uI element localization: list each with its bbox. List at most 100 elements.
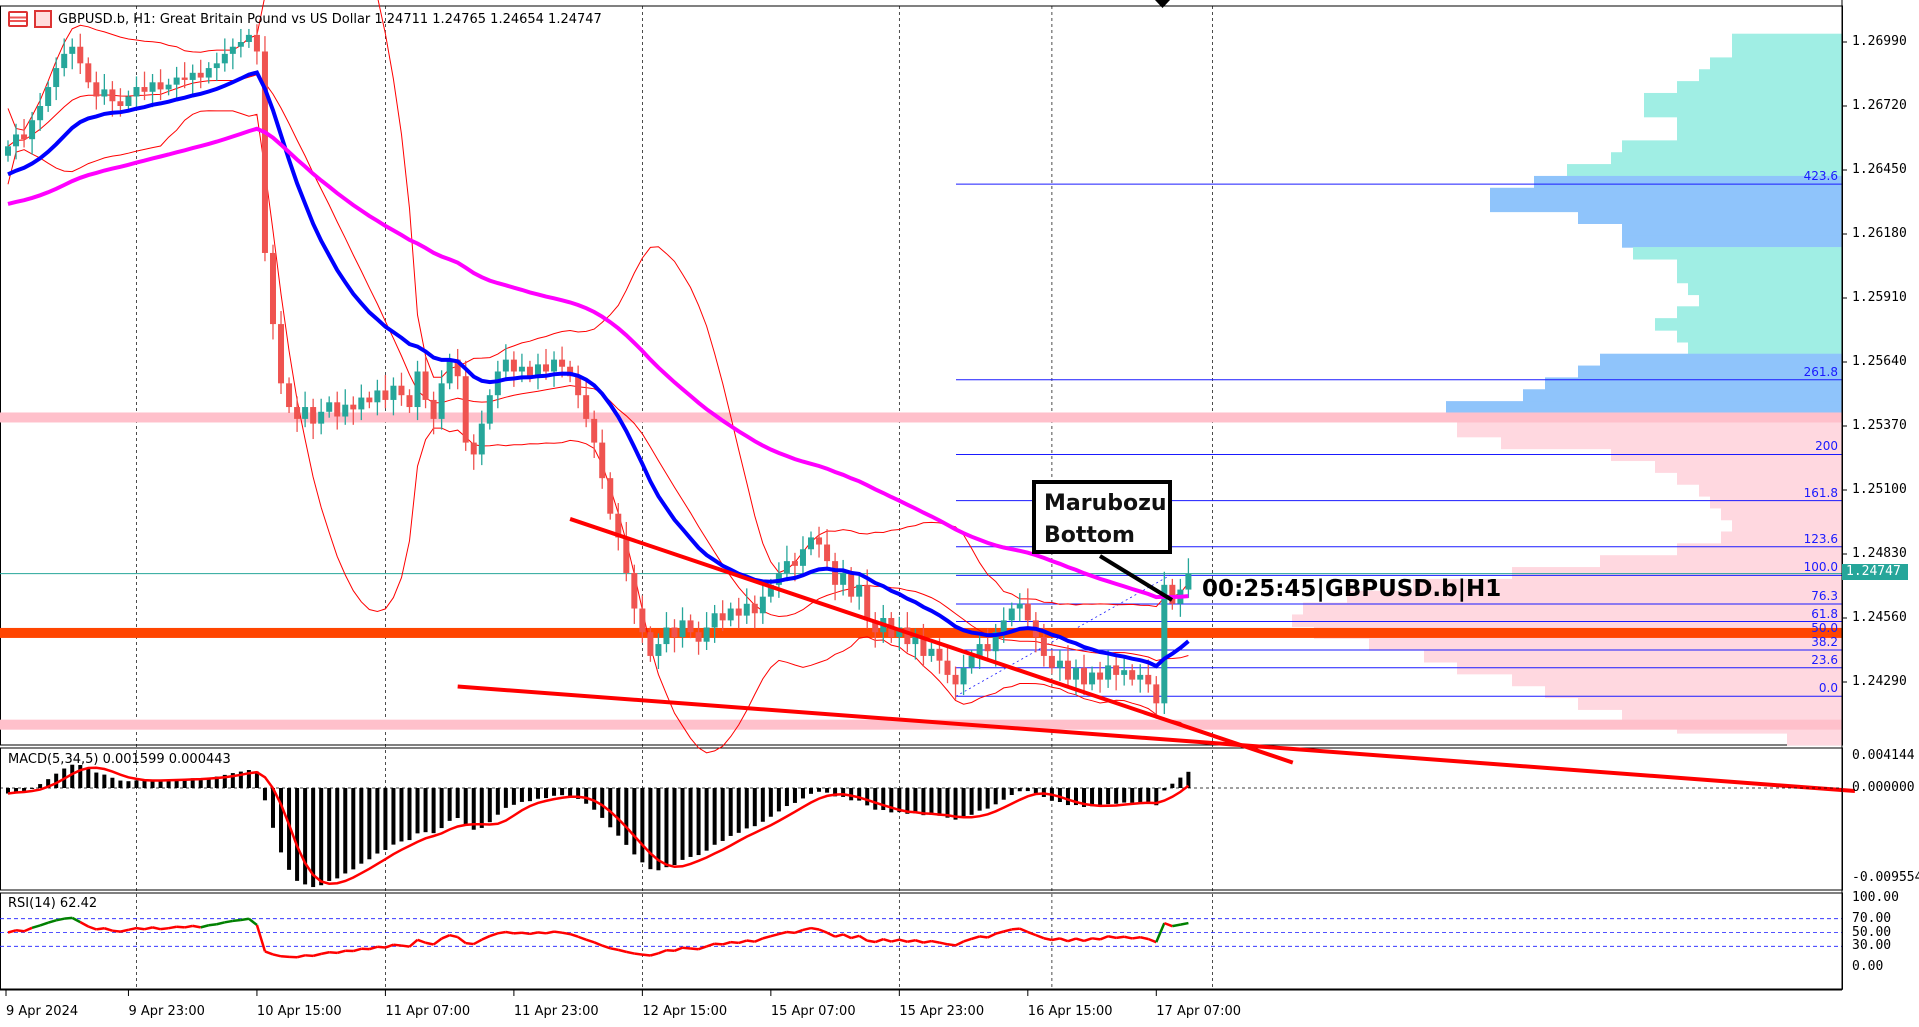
candle-body xyxy=(824,544,831,562)
volume-profile-bar xyxy=(1292,614,1842,627)
rsi-line-segment xyxy=(650,952,659,957)
volume-profile-bar xyxy=(1457,424,1842,438)
rsi-line-segment xyxy=(264,950,274,956)
candle-body xyxy=(366,397,373,403)
rsi-line-segment xyxy=(312,952,322,958)
candle-body xyxy=(286,383,293,408)
macd-histogram-bar xyxy=(102,774,107,788)
candle-body xyxy=(1105,665,1112,680)
rsi-line-segment xyxy=(96,927,105,931)
rsi-line-segment xyxy=(320,951,330,956)
rsi-line-segment xyxy=(610,947,619,952)
time-axis-label: 15 Apr 07:00 xyxy=(770,1004,856,1019)
volume-profile-bar xyxy=(1644,92,1842,106)
rsi-line-segment xyxy=(168,925,177,930)
candle-body xyxy=(928,648,935,656)
rsi-line-segment xyxy=(866,939,876,944)
macd-histogram-bar xyxy=(833,788,838,797)
annotation-box[interactable]: Marubozu Bottom xyxy=(1032,480,1172,554)
rsi-line-segment xyxy=(368,945,378,951)
fib-level-label: 50.0 xyxy=(1811,620,1838,635)
volume-profile-bar xyxy=(1732,45,1842,59)
menu-icon[interactable] xyxy=(8,11,28,27)
macd-histogram-bar xyxy=(6,788,10,794)
candle-body xyxy=(117,101,124,107)
candle-body xyxy=(406,395,413,408)
symbol-icon[interactable] xyxy=(34,10,52,28)
rsi-line-segment xyxy=(176,925,185,929)
rsi-line-segment xyxy=(31,924,41,929)
macd-histogram-bar xyxy=(1017,788,1022,792)
macd-histogram-bar xyxy=(1178,777,1183,788)
volume-profile-bar xyxy=(1699,294,1842,307)
rsi-line-segment xyxy=(1123,935,1133,940)
candle-body xyxy=(1016,603,1023,609)
candle-body xyxy=(759,596,766,614)
candle-body xyxy=(358,397,365,410)
candle-body xyxy=(840,572,847,585)
volume-profile-bar xyxy=(1446,401,1842,414)
macd-histogram-bar xyxy=(929,788,934,815)
candle-body xyxy=(5,146,11,156)
fib-level-label: 76.3 xyxy=(1811,588,1838,603)
macd-histogram-bar xyxy=(134,780,139,788)
candle-body xyxy=(575,376,582,396)
volume-profile-bar xyxy=(1677,270,1842,284)
macd-histogram-bar xyxy=(262,788,267,801)
rsi-line-segment xyxy=(666,949,675,953)
candle-body xyxy=(567,366,574,377)
macd-histogram-bar xyxy=(648,788,653,870)
price-axis-label: 1.25910 xyxy=(1852,290,1907,305)
rsi-line-segment xyxy=(642,953,651,957)
candle-body xyxy=(422,371,429,400)
candle-body xyxy=(615,513,622,538)
volume-profile-bar xyxy=(1413,578,1842,592)
rsi-line-segment xyxy=(995,930,1005,935)
candle-body xyxy=(727,608,734,621)
time-axis-label: 16 Apr 15:00 xyxy=(1027,1004,1113,1019)
macd-histogram-bar xyxy=(126,781,131,788)
rsi-line-segment xyxy=(714,942,723,946)
candle-body xyxy=(446,359,453,384)
macd-histogram-bar xyxy=(905,788,910,814)
volume-profile-bar xyxy=(1787,732,1842,746)
fib-level-label: 200 xyxy=(1815,439,1838,454)
macd-histogram-bar xyxy=(150,779,155,788)
volume-profile-bar xyxy=(1512,673,1842,687)
candle-body xyxy=(1040,636,1047,656)
time-axis-label: 9 Apr 23:00 xyxy=(128,1004,205,1019)
macd-histogram-bar xyxy=(471,788,476,830)
rsi-line-segment xyxy=(71,916,81,924)
rsi-line-segment xyxy=(23,926,33,933)
candle-body xyxy=(21,134,28,140)
support-zone xyxy=(0,719,1842,730)
moving-average-slow xyxy=(7,126,1189,600)
rsi-line-segment xyxy=(657,949,667,955)
candle-body xyxy=(77,46,84,64)
rsi-line-segment xyxy=(417,938,426,944)
candle-body xyxy=(1000,620,1007,633)
rsi-line-segment xyxy=(200,924,210,929)
macd-histogram-bar xyxy=(672,788,677,865)
rsi-line-segment xyxy=(305,954,314,958)
candle-body xyxy=(53,68,60,88)
candle-body xyxy=(302,407,309,419)
candle-body xyxy=(438,383,445,419)
price-axis-label: 1.25100 xyxy=(1852,482,1907,497)
price-axis-label: 1.24560 xyxy=(1852,610,1907,625)
macd-histogram-bar xyxy=(254,771,259,788)
rsi-line-segment xyxy=(706,942,716,948)
rsi-line-segment xyxy=(794,928,804,935)
macd-histogram-bar xyxy=(624,788,629,845)
chart-header: GBPUSD.b, H1: Great Britain Pound vs US … xyxy=(8,10,602,28)
candle-body xyxy=(93,82,100,97)
rsi-line-segment xyxy=(432,937,443,946)
volume-profile-bar xyxy=(1622,235,1842,248)
candle-body xyxy=(1145,674,1152,685)
macd-histogram-bar xyxy=(38,784,43,788)
volume-profile-bar xyxy=(1578,365,1842,379)
candle-body xyxy=(832,561,839,585)
volume-profile-bar xyxy=(1501,436,1842,450)
macd-histogram-bar xyxy=(22,788,27,791)
